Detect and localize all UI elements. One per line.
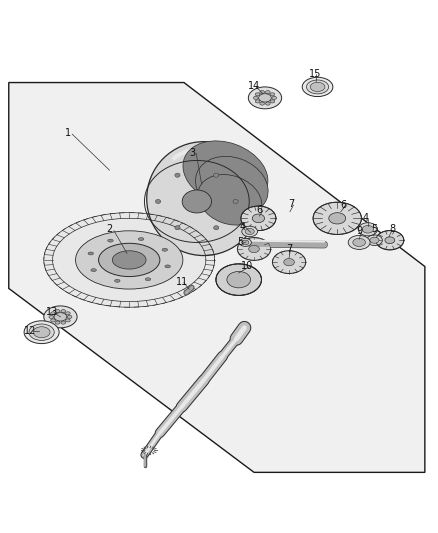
Ellipse shape: [260, 102, 265, 105]
Text: 5: 5: [371, 224, 378, 235]
Ellipse shape: [252, 214, 265, 223]
Ellipse shape: [255, 100, 260, 103]
Ellipse shape: [260, 91, 265, 94]
Ellipse shape: [75, 231, 183, 289]
Ellipse shape: [44, 306, 77, 328]
Ellipse shape: [313, 202, 361, 235]
Ellipse shape: [145, 278, 151, 281]
Text: 1: 1: [65, 128, 71, 138]
Text: 12: 12: [24, 326, 36, 336]
Ellipse shape: [302, 77, 333, 96]
Ellipse shape: [61, 310, 66, 313]
Ellipse shape: [242, 240, 249, 245]
Ellipse shape: [370, 237, 379, 243]
Ellipse shape: [272, 96, 276, 99]
Ellipse shape: [175, 225, 180, 230]
Ellipse shape: [310, 82, 325, 92]
Ellipse shape: [162, 248, 168, 251]
Ellipse shape: [112, 251, 146, 269]
Ellipse shape: [198, 174, 262, 225]
Ellipse shape: [147, 142, 261, 255]
Ellipse shape: [227, 271, 251, 288]
Ellipse shape: [66, 319, 70, 322]
Ellipse shape: [51, 312, 55, 315]
Text: 13: 13: [46, 308, 58, 318]
Ellipse shape: [216, 264, 261, 295]
Ellipse shape: [91, 269, 96, 272]
Text: 10: 10: [241, 261, 254, 271]
Ellipse shape: [353, 238, 365, 246]
Ellipse shape: [329, 213, 346, 224]
Text: 14: 14: [248, 81, 260, 91]
Ellipse shape: [155, 199, 161, 204]
Ellipse shape: [214, 225, 219, 230]
Text: 9: 9: [356, 227, 362, 237]
Ellipse shape: [245, 229, 254, 235]
Ellipse shape: [55, 310, 60, 313]
Ellipse shape: [183, 141, 268, 206]
Ellipse shape: [138, 238, 144, 240]
Text: 3: 3: [190, 148, 196, 158]
Ellipse shape: [248, 87, 282, 109]
Ellipse shape: [67, 316, 72, 318]
Ellipse shape: [115, 279, 120, 282]
Ellipse shape: [233, 199, 238, 204]
Ellipse shape: [284, 259, 294, 266]
Ellipse shape: [265, 91, 270, 94]
Ellipse shape: [66, 312, 70, 315]
Ellipse shape: [385, 237, 395, 244]
Polygon shape: [9, 83, 425, 472]
Ellipse shape: [195, 156, 268, 216]
Text: 7: 7: [286, 244, 292, 254]
Ellipse shape: [49, 316, 53, 318]
Ellipse shape: [362, 225, 374, 233]
Ellipse shape: [367, 235, 382, 246]
Text: 8: 8: [389, 224, 395, 235]
Ellipse shape: [249, 245, 259, 253]
Ellipse shape: [376, 231, 404, 250]
Text: 7: 7: [288, 199, 294, 209]
Ellipse shape: [55, 321, 60, 324]
Ellipse shape: [237, 238, 271, 260]
Ellipse shape: [108, 239, 113, 242]
Ellipse shape: [239, 238, 251, 246]
Ellipse shape: [254, 96, 258, 99]
Ellipse shape: [270, 93, 275, 96]
Text: 6: 6: [257, 205, 263, 215]
Text: 2: 2: [106, 224, 113, 235]
Ellipse shape: [272, 251, 306, 273]
Ellipse shape: [259, 94, 271, 102]
Ellipse shape: [44, 213, 215, 307]
Text: 11: 11: [176, 277, 188, 287]
Ellipse shape: [165, 265, 170, 268]
Ellipse shape: [29, 324, 54, 341]
Ellipse shape: [348, 236, 370, 249]
Ellipse shape: [61, 321, 66, 324]
Ellipse shape: [88, 252, 94, 255]
Ellipse shape: [255, 93, 260, 96]
Ellipse shape: [358, 223, 378, 236]
Ellipse shape: [307, 80, 328, 94]
Text: 6: 6: [341, 200, 347, 210]
Text: 5: 5: [237, 237, 243, 247]
Ellipse shape: [33, 327, 50, 338]
Text: 4: 4: [240, 222, 246, 232]
Ellipse shape: [242, 226, 258, 237]
Text: 15: 15: [309, 69, 321, 79]
Ellipse shape: [270, 100, 275, 103]
Ellipse shape: [99, 243, 160, 277]
Ellipse shape: [51, 319, 55, 322]
Ellipse shape: [265, 102, 270, 105]
Text: 4: 4: [363, 213, 369, 223]
Ellipse shape: [54, 313, 67, 321]
Ellipse shape: [175, 173, 180, 177]
Ellipse shape: [24, 321, 59, 344]
Ellipse shape: [214, 173, 219, 177]
Ellipse shape: [241, 206, 276, 231]
Ellipse shape: [182, 190, 212, 213]
